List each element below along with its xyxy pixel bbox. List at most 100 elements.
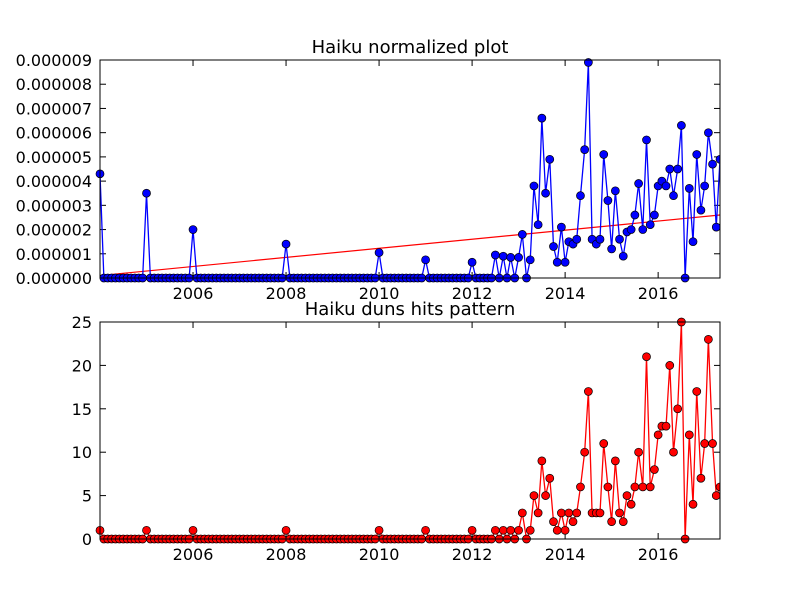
duns-hits-data-point <box>557 508 566 518</box>
duns-hits-data-point <box>568 517 578 526</box>
normalized-data-point <box>537 113 547 123</box>
normalized-data-point <box>650 210 659 220</box>
duns-hits-data-point <box>564 508 574 518</box>
duns-hits-data-point <box>704 335 713 344</box>
duns-hits-x-tick-label: 2012 <box>452 545 493 564</box>
normalized-data-point <box>529 181 539 191</box>
duns-hits-data-point <box>630 482 640 492</box>
duns-hits-data-point <box>700 439 710 448</box>
duns-hits-data-point <box>696 473 706 483</box>
duns-hits-data-point <box>537 456 547 466</box>
duns-hits-data-point <box>673 404 683 414</box>
normalized-data-point <box>661 181 671 191</box>
duns-hits-data-point <box>552 525 562 535</box>
normalized-data-point <box>610 186 620 196</box>
duns-hits-data-point <box>541 491 550 500</box>
normalized-data-point <box>525 255 535 265</box>
duns-hits-x-tick-label: 2016 <box>638 545 679 564</box>
duns-hits-data-point <box>603 482 613 492</box>
normalized-trend-line <box>99 214 720 277</box>
duns-hits-data-point <box>622 491 632 500</box>
duns-hits-data-point <box>142 525 151 535</box>
duns-hits-series-line <box>99 321 720 542</box>
duns-hits-data-point <box>529 491 539 500</box>
normalized-data-point <box>498 251 508 261</box>
normalized-x-tick-label: 2010 <box>359 284 400 303</box>
normalized-x-tick-label: 2006 <box>173 284 214 303</box>
duns-hits-data-point <box>525 525 535 535</box>
normalized-data-point <box>541 188 550 198</box>
duns-hits-plot: Haiku duns hits pattern 2006 2008 2010 2012… <box>72 299 721 564</box>
duns-hits-data-point <box>421 525 430 535</box>
duns-hits-data-point <box>692 387 702 396</box>
normalized-data-point <box>506 253 516 262</box>
normalized-data-point <box>599 150 609 159</box>
normalized-data-point <box>490 250 500 260</box>
duns-hits-y-tick-label: 20 <box>72 356 92 375</box>
normalized-data-point <box>677 121 686 130</box>
duns-hits-y-tick-label: 25 <box>72 313 92 332</box>
duns-hits-y-tick-label: 10 <box>72 443 92 462</box>
duns-hits-data-point <box>607 517 616 526</box>
duns-hits-data-point <box>595 508 605 518</box>
duns-hits-data-point <box>506 525 516 535</box>
normalized-data-point <box>549 242 558 251</box>
normalized-data-point <box>557 222 566 232</box>
normalized-data-point <box>603 196 613 205</box>
normalized-y-tick-label: 0.000007 <box>16 99 92 118</box>
normalized-data-point <box>626 225 636 234</box>
duns-hits-data-point <box>650 465 659 474</box>
duns-hits-data-layer <box>95 317 720 544</box>
duns-hits-data-point <box>599 439 609 448</box>
normalized-data-point <box>704 128 713 138</box>
normalized-data-point <box>595 234 605 244</box>
duns-hits-data-point <box>618 517 628 526</box>
duns-hits-data-point <box>580 447 590 457</box>
duns-hits-data-point <box>374 525 384 535</box>
normalized-data-point <box>533 220 543 230</box>
duns-hits-data-point <box>533 508 543 518</box>
duns-hits-data-point <box>560 525 570 535</box>
normalized-data-point <box>514 253 523 262</box>
duns-hits-x-tick-label: 2008 <box>266 545 307 564</box>
normalized-data-point <box>545 154 555 164</box>
normalized-data-point <box>607 244 616 254</box>
normalized-y-tick-label: 0.000004 <box>16 172 92 191</box>
normalized-data-point <box>572 234 582 244</box>
normalized-x-tick-label: 2008 <box>266 284 307 303</box>
duns-hits-data-point <box>467 525 477 535</box>
normalized-data-point <box>630 210 640 220</box>
normalized-data-point <box>684 184 694 193</box>
normalized-data-point <box>576 191 585 200</box>
duns-hits-data-point <box>572 508 582 518</box>
normalized-data-point <box>467 257 477 267</box>
normalized-y-tick-label: 0.000003 <box>16 196 92 215</box>
normalized-x-tick-label: 2012 <box>452 284 493 303</box>
duns-hits-plot-title: Haiku duns hits pattern <box>305 299 516 320</box>
normalized-data-point <box>715 154 720 164</box>
duns-hits-data-point <box>634 447 643 457</box>
duns-hits-data-point <box>642 352 651 362</box>
normalized-y-tick-label: 0.000006 <box>16 124 92 143</box>
normalized-data-point <box>281 239 291 249</box>
duns-hits-data-point <box>665 361 675 370</box>
normalized-data-point <box>188 225 198 234</box>
normalized-data-point <box>374 248 384 257</box>
normalized-data-layer <box>95 58 720 283</box>
duns-hits-data-point <box>615 508 624 518</box>
duns-hits-data-point <box>626 499 636 509</box>
normalized-x-tick-label: 2014 <box>545 284 586 303</box>
duns-hits-y-tick-label: 15 <box>72 400 92 419</box>
duns-hits-data-point <box>514 525 523 535</box>
duns-hits-data-point <box>188 525 198 535</box>
normalized-data-point <box>642 135 651 145</box>
normalized-data-point <box>552 257 562 267</box>
normalized-y-tick-label: 0.000008 <box>16 75 92 94</box>
duns-hits-data-point <box>490 525 500 535</box>
duns-hits-data-point <box>498 525 508 535</box>
duns-hits-data-point <box>638 482 648 492</box>
duns-hits-x-tick-label: 2010 <box>359 545 400 564</box>
duns-hits-data-point <box>584 387 593 396</box>
normalized-data-point <box>638 225 648 234</box>
